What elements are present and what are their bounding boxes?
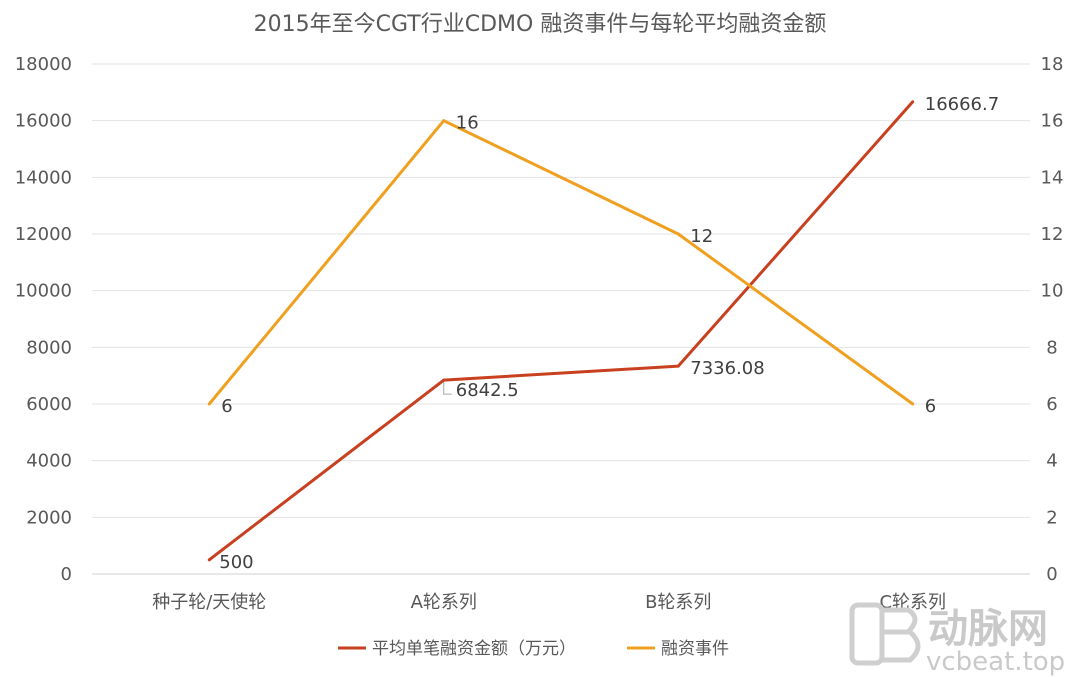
right-tick-label: 6 (1046, 394, 1057, 415)
left-tick-label: 18000 (15, 54, 72, 75)
right-tick-label: 0 (1046, 564, 1057, 585)
left-tick-label: 8000 (26, 337, 72, 358)
watermark: 动脉网 vcbeat.top (849, 602, 1065, 677)
right-tick-label: 16 (1041, 111, 1064, 132)
category-label: B轮系列 (645, 592, 711, 613)
left-tick-label: 2000 (26, 507, 72, 528)
data-label: 7336.08 (690, 358, 764, 379)
watermark-logo-text: 动脉网 (928, 606, 1048, 652)
chart-title: 2015年至今CGT行业CDMO 融资事件与每轮平均融资金额 (254, 12, 827, 37)
left-tick-label: 10000 (15, 281, 72, 302)
series-lines (207, 100, 915, 562)
category-label: A轮系列 (411, 592, 477, 613)
series-point (207, 558, 211, 562)
series-point (207, 402, 211, 406)
legend-label: 融资事件 (661, 639, 729, 659)
left-tick-label: 14000 (15, 167, 72, 188)
legend: 平均单笔融资金额（万元） 融资事件 (338, 639, 729, 659)
legend-label: 平均单笔融资金额（万元） (372, 639, 576, 659)
right-tick-label: 14 (1041, 167, 1064, 188)
right-tick-label: 12 (1041, 224, 1064, 245)
data-label: 6842.5 (456, 380, 519, 401)
left-y-axis: 0 2000 4000 6000 8000 10000 12000 14000 16000 180… (15, 54, 72, 585)
watermark-url: vcbeat.top (926, 647, 1065, 677)
data-label: 16666.7 (925, 94, 999, 115)
series-point (676, 364, 680, 368)
category-label: 种子轮/天使轮 (152, 592, 266, 613)
data-label: 6 (221, 396, 232, 417)
right-tick-label: 2 (1046, 507, 1057, 528)
data-label: 500 (219, 552, 253, 573)
vb-logo-icon (849, 602, 921, 666)
series-point (911, 402, 915, 406)
right-tick-label: 8 (1046, 337, 1057, 358)
series-point (676, 232, 680, 236)
right-tick-label: 18 (1041, 54, 1064, 75)
right-tick-label: 4 (1046, 451, 1057, 472)
gridlines (92, 63, 1030, 575)
left-tick-label: 0 (61, 564, 72, 585)
series-point (442, 119, 446, 123)
series-line (208, 100, 914, 562)
data-labels: 500 6842.5 7336.08 16666.7 6 16 12 6 (219, 94, 999, 573)
right-y-axis: 0 2 4 6 8 10 12 14 16 18 (1041, 54, 1064, 585)
right-tick-label: 10 (1041, 281, 1064, 302)
data-label: 12 (690, 226, 713, 247)
series-line (208, 119, 914, 406)
x-axis-categories: 种子轮/天使轮 A轮系列 B轮系列 C轮系列 (152, 592, 946, 613)
left-tick-label: 4000 (26, 451, 72, 472)
left-tick-label: 16000 (15, 111, 72, 132)
data-label: 16 (456, 113, 479, 134)
label-leader-line (443, 382, 452, 395)
left-tick-label: 12000 (15, 224, 72, 245)
series-point (911, 100, 915, 104)
series-point (442, 378, 446, 382)
left-tick-label: 6000 (26, 394, 72, 415)
data-label: 6 (925, 396, 936, 417)
